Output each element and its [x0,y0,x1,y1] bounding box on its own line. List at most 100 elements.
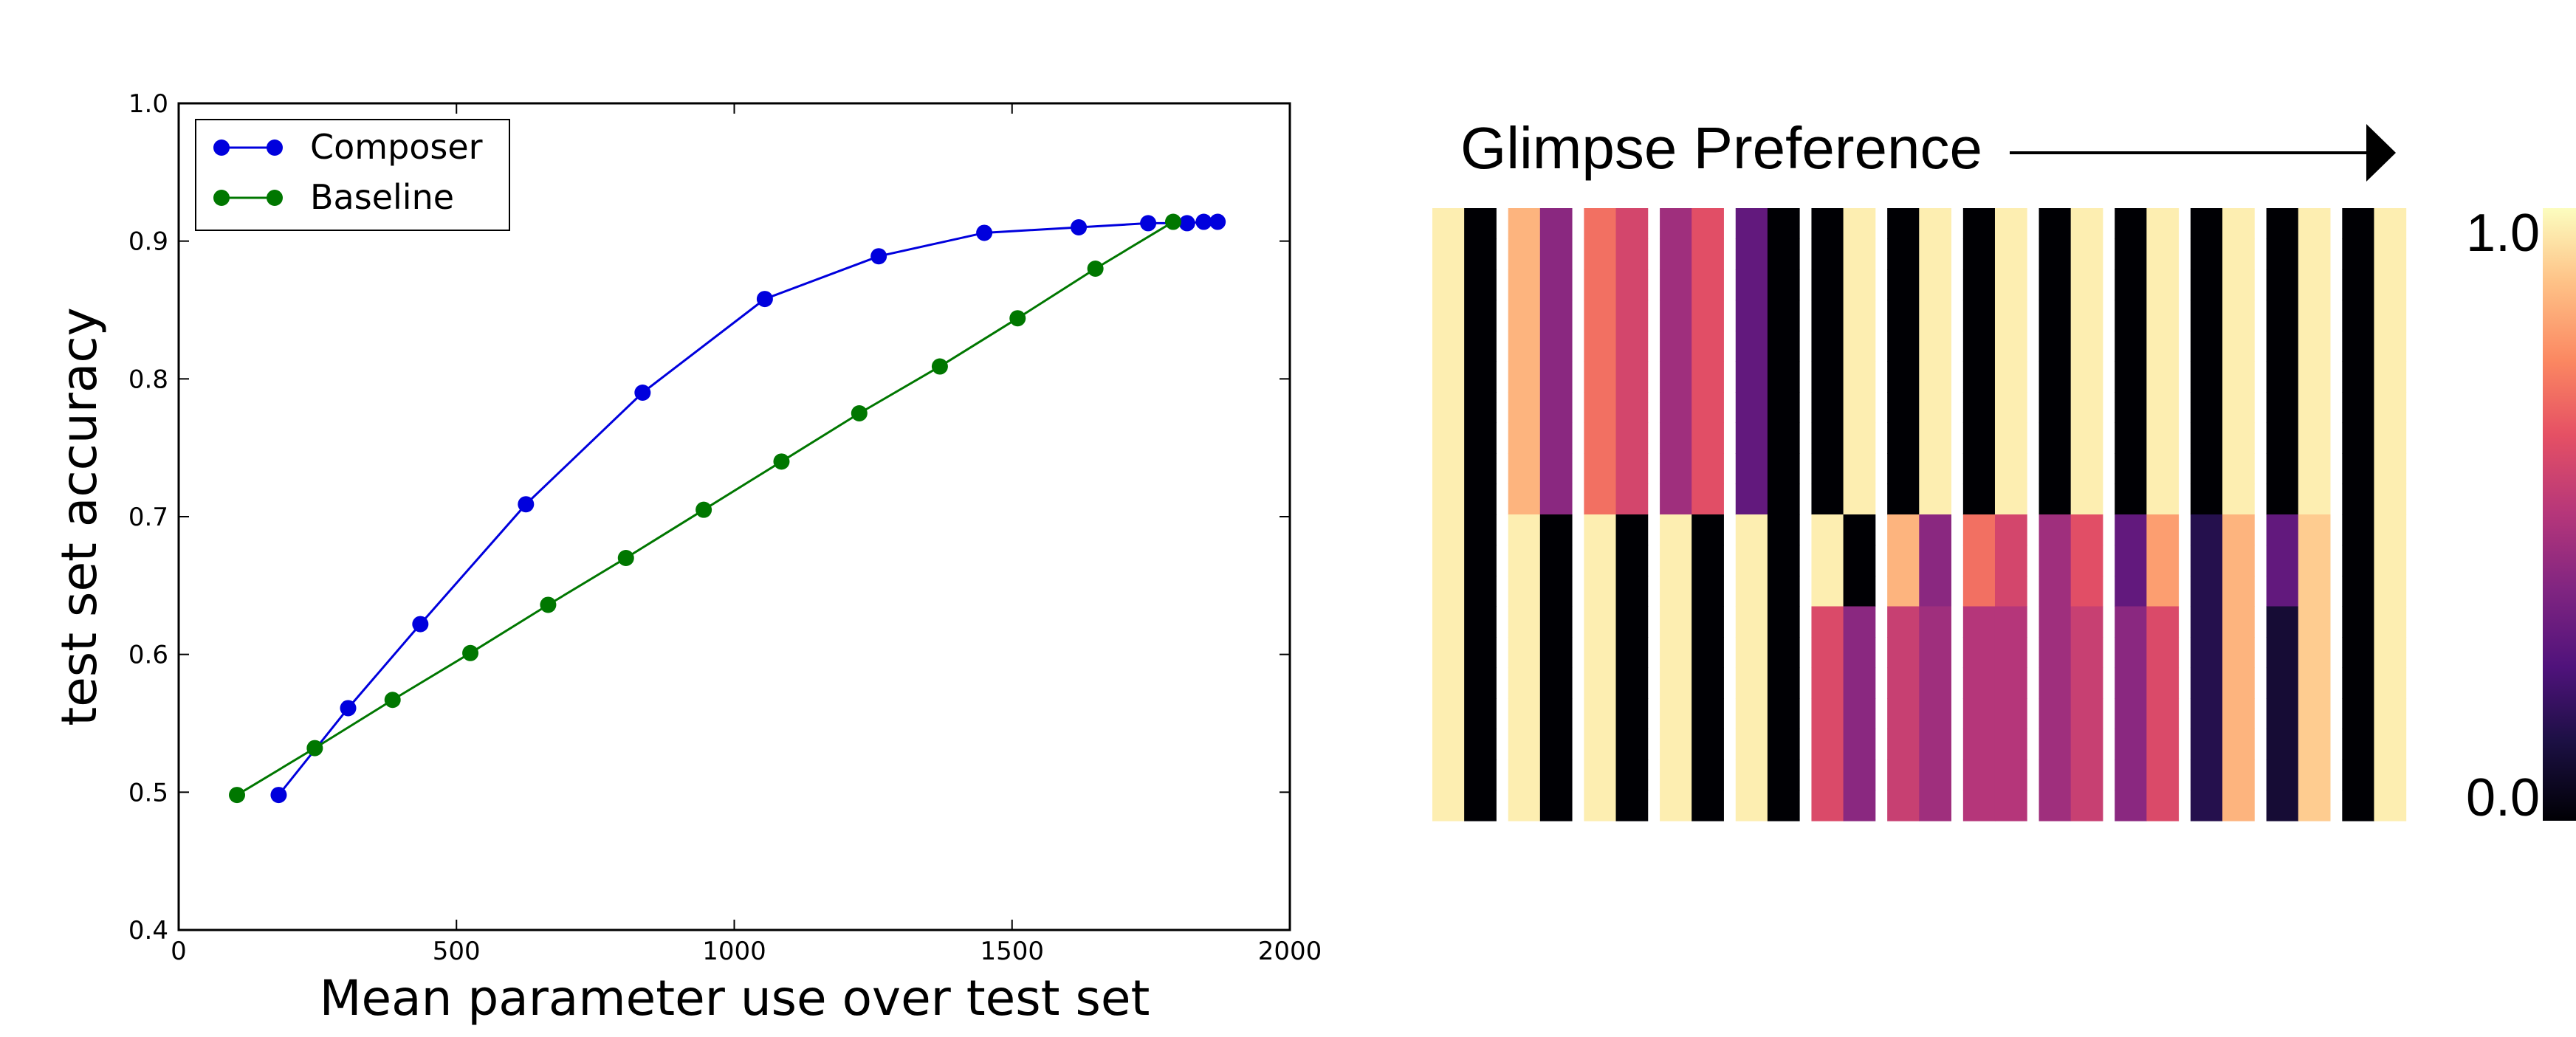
heatmap-cell [2374,606,2407,638]
heatmap-cell [1660,667,1692,699]
x-tick-label: 1000 [702,937,766,966]
heatmap-cell [1994,545,2027,576]
heatmap-cell [1464,392,1497,424]
heatmap-cell [1508,238,1541,270]
heatmap-cell [2222,331,2255,362]
heatmap-cell [1811,514,1844,546]
heatmap-cell [2115,728,2147,760]
heatmap-cell [2342,331,2375,362]
heatmap-cell [1887,453,1920,485]
heatmap-cell [1962,208,1996,240]
heatmap-cell [1539,269,1573,301]
heatmap-cell [1615,698,1649,730]
heatmap-cell [2146,545,2180,576]
heatmap-cell [1735,331,1768,362]
legend-marker-baseline [267,190,283,206]
heatmap-cell [1432,637,1465,669]
heatmap-cell [1994,361,2027,393]
heatmap-cell [1691,300,1724,331]
heatmap-cell [1811,576,1844,607]
heatmap-cell [2039,392,2072,424]
heatmap-cell [2222,269,2255,301]
heatmap-cell [1994,576,2027,607]
heatmap-cell [2374,759,2407,791]
heatmap-cell [2222,208,2255,240]
heatmap-cell [2190,361,2223,393]
heatmap-cell [2070,728,2103,760]
data-point-baseline [1009,310,1026,327]
heatmap-cell [1615,790,1649,821]
data-point-composer [634,385,651,401]
heatmap-cell [1539,453,1573,485]
heatmap-cell [2070,392,2103,424]
heatmap-cell [1843,545,1876,576]
heatmap-cell [1735,576,1768,607]
heatmap-cell [1919,208,1952,240]
heatmap-cell [1584,667,1617,699]
heatmap-cell [1811,698,1844,730]
heatmap-cell [1767,514,1800,546]
heatmap-cell [2266,392,2299,424]
heatmap-cell [1843,576,1876,607]
heatmap-cell [2222,637,2255,669]
heatmap-cell [1811,790,1844,821]
heatmap-cell [2039,453,2072,485]
heatmap-cell [1994,331,2027,362]
heatmap-cell [1843,483,1876,515]
data-point-composer [1071,219,1088,235]
heatmap-cell [2222,545,2255,576]
heatmap-cell [1508,361,1541,393]
heatmap-cell [2190,208,2223,240]
heatmap-cell [1962,422,1996,454]
heatmap-cell [2039,269,2072,301]
heatmap-cell [1464,269,1497,301]
heatmap-cell [1811,331,1844,362]
heatmap-cell [1962,698,1996,730]
heatmap-cell [2039,606,2072,638]
heatmap-cell [2222,361,2255,393]
heatmap-cell [2039,637,2072,669]
heatmap-cell [1843,208,1876,240]
heatmap-cell [2190,606,2223,638]
heatmap-cell [1887,331,1920,362]
heatmap-cell [1691,667,1724,699]
heatmap-cell [1887,392,1920,424]
data-point-baseline [617,550,634,566]
heatmap-cell [2070,759,2103,791]
heatmap-cell [2342,361,2375,393]
heatmap-cell [1994,483,2027,515]
heatmap-cell [1508,514,1541,546]
heatmap-cell [2266,728,2299,760]
heatmap-cell [1508,576,1541,607]
heatmap-cell [1615,238,1649,270]
heatmap-panel: Glimpse Preference 1.0 0.0 [1432,115,2576,827]
heatmap-cell [2070,698,2103,730]
heatmap-cell [1660,331,1692,362]
heatmap-cell [2342,300,2375,331]
heatmap-cell [2039,300,2072,331]
heatmap-cell [1767,238,1800,270]
heatmap-cell [2190,483,2223,515]
heatmap-cell [1539,392,1573,424]
heatmap-cell [2115,514,2147,546]
heatmap-cell [1962,269,1996,301]
heatmap-cell [1691,238,1724,270]
heatmap-cell [2298,483,2331,515]
heatmap-cell [1843,269,1876,301]
heatmap-cell [1615,392,1649,424]
heatmap-cell [2342,606,2375,638]
heatmap-cell [2039,667,2072,699]
heatmap-cell [1539,576,1573,607]
heatmap-cell [1887,698,1920,730]
legend: Composer Baseline [195,119,510,231]
preference-arrow-head [2366,124,2396,182]
heatmap-cell [1919,300,1952,331]
heatmap-cell [1735,483,1768,515]
heatmap-cell [1962,790,1996,821]
heatmap-cell [1464,238,1497,270]
heatmap-cell [1615,361,1649,393]
heatmap-cell [1962,759,1996,791]
heatmap-cell [2222,606,2255,638]
legend-label-composer: Composer [310,127,483,167]
heatmap-cell [1464,637,1497,669]
